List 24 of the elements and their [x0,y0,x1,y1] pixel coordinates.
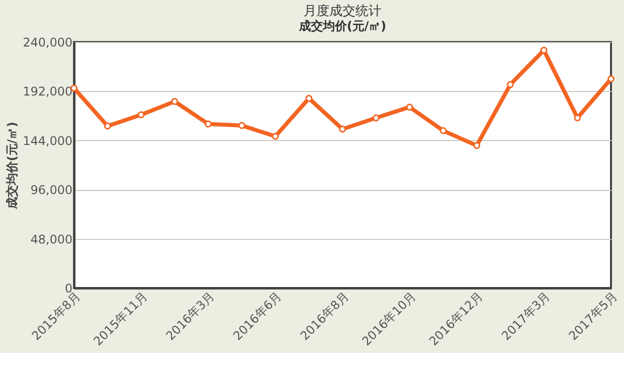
y-tick-label: 96,000 [30,183,72,198]
point [238,122,246,130]
y-tick-label: 240,000 [22,36,72,50]
point [473,142,480,150]
point [171,98,178,105]
y-tick-label: 48,000 [30,232,72,246]
point [540,46,548,54]
chart-subtitle: 成交均价(元/㎡) [298,19,386,33]
y-tick-label: 144,000 [22,134,72,148]
point [440,127,447,134]
point [372,114,380,122]
point [272,132,279,140]
point [608,75,614,82]
y-axis-title: 成交均价(元/㎡) [4,122,19,210]
point [506,81,514,88]
chart-title: 月度成交统计 [304,3,382,19]
point [138,111,145,118]
point [339,126,346,133]
point [204,120,212,128]
y-tick-label: 192,000 [22,84,72,99]
point [104,122,112,130]
point [305,94,312,102]
point [406,104,414,111]
point [574,114,581,122]
